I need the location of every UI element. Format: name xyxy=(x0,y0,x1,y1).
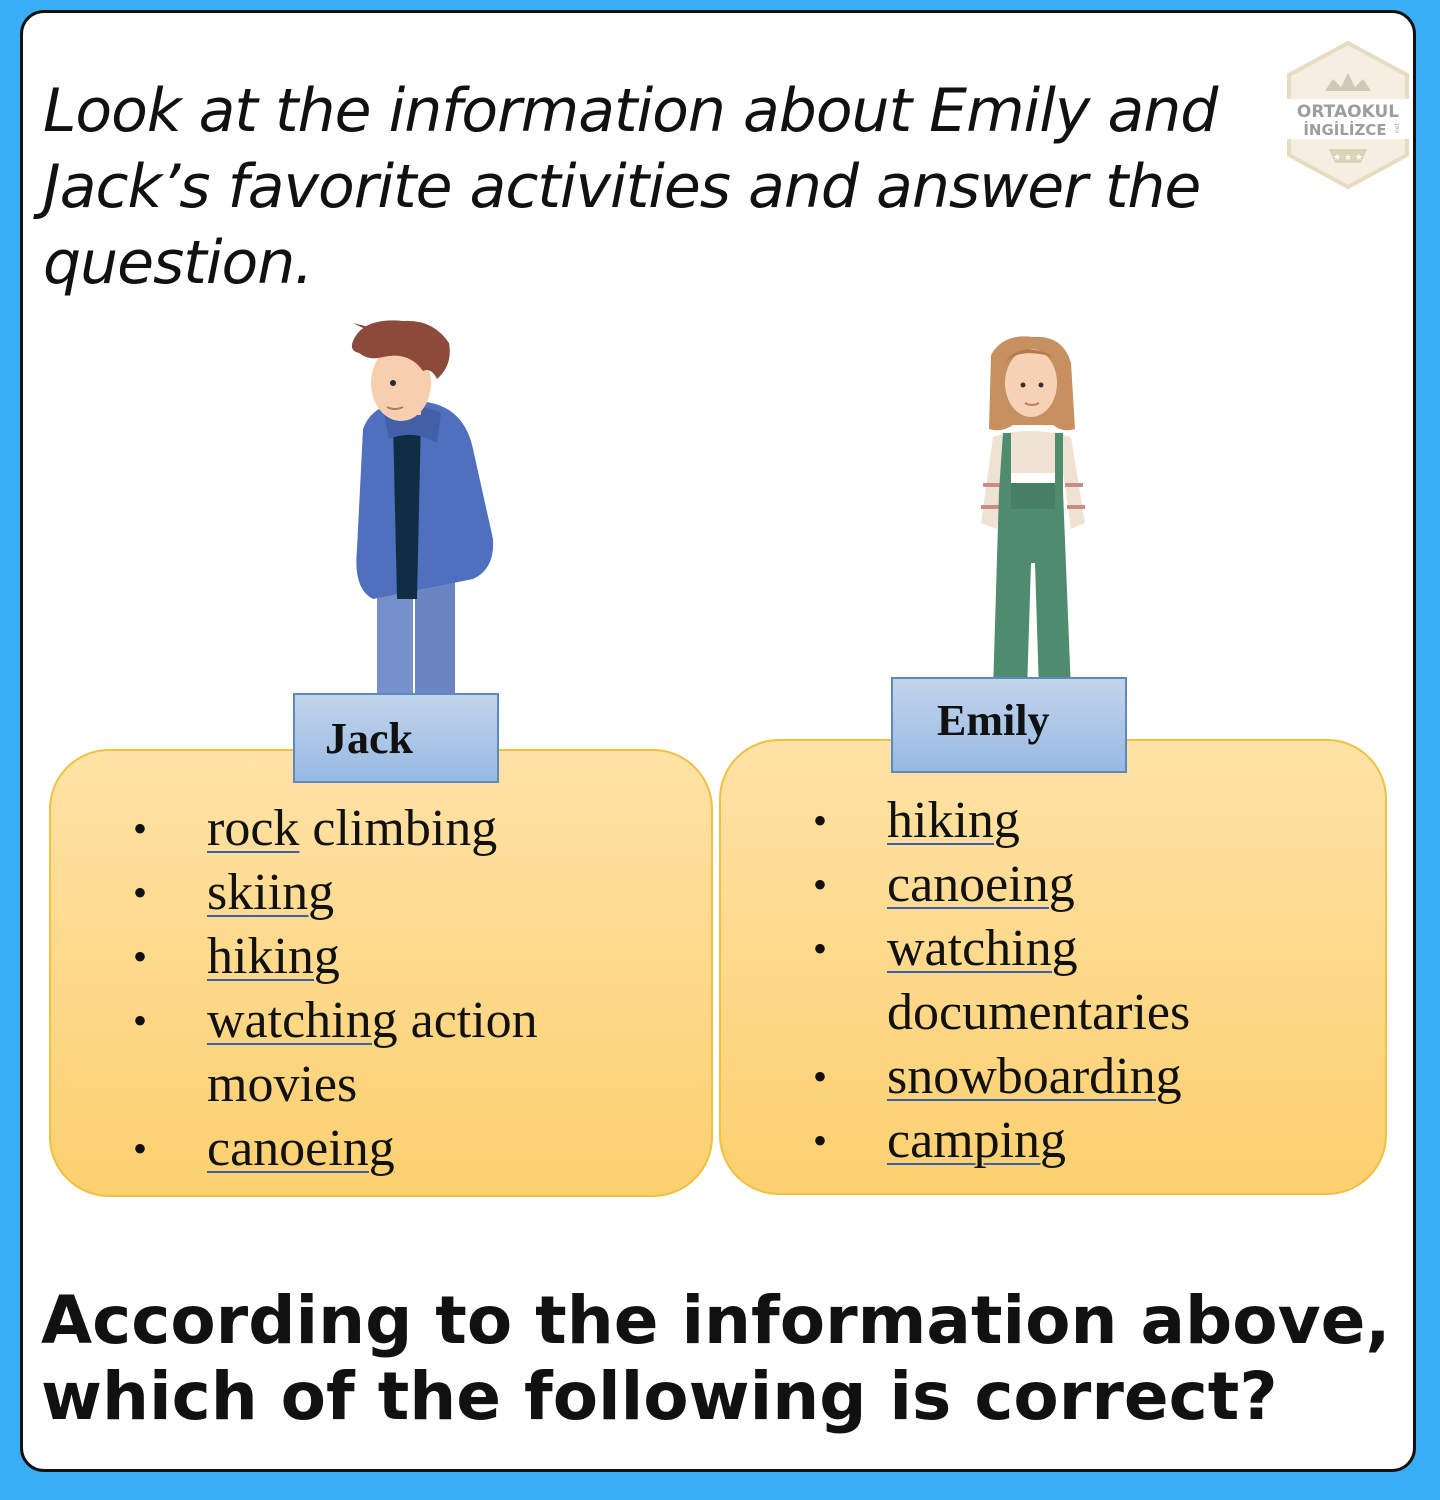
list-item: hiking xyxy=(133,925,693,989)
svg-text:★ ★ ★: ★ ★ ★ xyxy=(1333,153,1363,163)
ortaokul-ingilizce-logo: ORTAOKUL İNGİLİZCE net ★ ★ ★ xyxy=(1287,40,1409,190)
jack-activities-list: rock climbing skiing hiking watching act… xyxy=(133,797,693,1181)
list-item: watching action movies xyxy=(133,989,693,1117)
question-text: According to the information above, whic… xyxy=(41,1282,1391,1435)
question-card: Look at the information about Emily and … xyxy=(20,10,1416,1472)
jack-name-label: Jack xyxy=(293,693,499,783)
list-item: camping xyxy=(813,1109,1373,1173)
list-item: snowboarding xyxy=(813,1045,1373,1109)
emily-activities-list: hiking canoeing watching documentaries s… xyxy=(813,789,1373,1173)
logo-suffix: net xyxy=(1394,123,1401,133)
list-item: watching documentaries xyxy=(813,917,1373,1045)
list-item: canoeing xyxy=(133,1117,693,1181)
list-item: hiking xyxy=(813,789,1373,853)
logo-line1: ORTAOKUL xyxy=(1297,102,1399,122)
instruction-text: Look at the information about Emily and … xyxy=(43,76,1218,298)
list-item: skiing xyxy=(133,861,693,925)
emily-illustration xyxy=(981,336,1085,691)
list-item: canoeing xyxy=(813,853,1373,917)
logo-line2: İNGİLİZCE xyxy=(1303,120,1386,139)
list-item: rock climbing xyxy=(133,797,693,861)
jack-illustration xyxy=(351,320,494,705)
emily-name-label: Emily xyxy=(891,677,1127,773)
